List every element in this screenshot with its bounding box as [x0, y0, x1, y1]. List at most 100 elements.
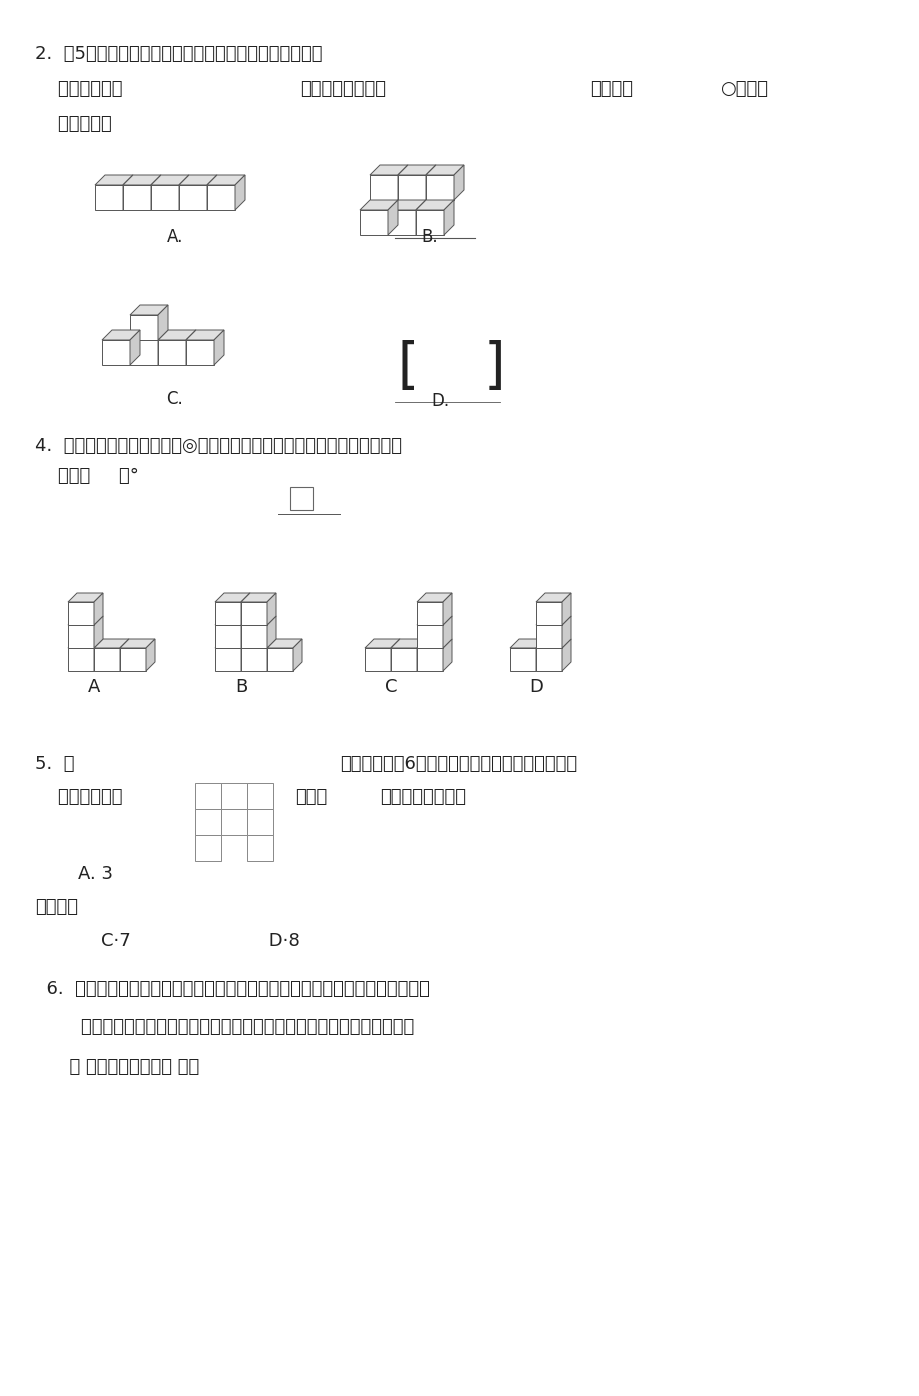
Text: B.: B.: [421, 228, 437, 246]
Polygon shape: [365, 639, 400, 648]
Polygon shape: [68, 593, 103, 602]
Polygon shape: [68, 616, 103, 625]
Text: 2.  用5个同样大小的正方体摆一摆，要求从正面看到的是: 2. 用5个同样大小的正方体摆一摆，要求从正面看到的是: [35, 45, 323, 63]
Text: ○下面的: ○下面的: [720, 80, 767, 98]
Polygon shape: [214, 329, 223, 364]
Polygon shape: [102, 329, 140, 341]
Text: 摆法中，（: 摆法中，（: [35, 114, 111, 133]
Text: 的是（     ）°: 的是（ ）°: [35, 468, 139, 484]
Bar: [246, 783, 273, 810]
Polygon shape: [68, 648, 94, 671]
Polygon shape: [536, 625, 562, 648]
Polygon shape: [207, 186, 234, 209]
Polygon shape: [398, 165, 407, 200]
Polygon shape: [388, 200, 425, 209]
Polygon shape: [151, 174, 188, 186]
Bar: [195, 835, 221, 861]
Polygon shape: [130, 315, 158, 341]
Bar: [289, 487, 312, 510]
Text: A.: A.: [166, 228, 183, 246]
Polygon shape: [369, 174, 398, 200]
Polygon shape: [267, 593, 276, 625]
Polygon shape: [536, 639, 544, 671]
Polygon shape: [536, 593, 571, 602]
Bar: [221, 783, 246, 810]
Polygon shape: [267, 616, 276, 648]
Polygon shape: [443, 616, 451, 648]
Polygon shape: [241, 616, 276, 625]
Polygon shape: [215, 616, 250, 625]
Polygon shape: [391, 639, 400, 671]
Polygon shape: [241, 625, 267, 648]
Polygon shape: [158, 329, 196, 341]
Bar: [246, 810, 273, 835]
Polygon shape: [119, 639, 154, 648]
Bar: [195, 783, 221, 810]
Text: 形内的数字表示在该位置的小正方体的个数。则这个几何体从前面看是: 形内的数字表示在该位置的小正方体的个数。则这个几何体从前面看是: [35, 1018, 414, 1036]
Polygon shape: [292, 639, 301, 671]
Polygon shape: [207, 174, 217, 209]
Text: ，从上面看到的是: ，从上面看到的是: [300, 80, 386, 98]
Polygon shape: [130, 329, 140, 364]
Text: 看形状是: 看形状是: [35, 898, 78, 916]
Polygon shape: [509, 648, 536, 671]
Polygon shape: [215, 593, 250, 602]
Bar: [195, 810, 221, 835]
Polygon shape: [158, 341, 186, 364]
Polygon shape: [123, 174, 133, 209]
Polygon shape: [415, 209, 444, 235]
Polygon shape: [267, 639, 276, 671]
Polygon shape: [416, 648, 443, 671]
Text: C·7                        D·8: C·7 D·8: [55, 933, 300, 951]
Polygon shape: [425, 165, 463, 174]
Text: C: C: [384, 678, 397, 697]
Polygon shape: [151, 186, 179, 209]
Polygon shape: [241, 593, 250, 625]
Polygon shape: [562, 593, 571, 625]
Polygon shape: [130, 341, 158, 364]
Polygon shape: [416, 616, 451, 625]
Polygon shape: [398, 174, 425, 200]
Text: A. 3: A. 3: [55, 866, 113, 884]
Text: 4.  给左边的立体图形添一个◎，使得从上面看到的形状如右图，摆法正确: 4. 给左边的立体图形添一个◎，使得从上面看到的形状如右图，摆法正确: [35, 437, 402, 455]
Polygon shape: [68, 602, 94, 625]
Text: B: B: [234, 678, 247, 697]
Polygon shape: [365, 648, 391, 671]
Polygon shape: [146, 639, 154, 671]
Polygon shape: [241, 602, 267, 625]
Polygon shape: [443, 639, 451, 671]
Polygon shape: [68, 625, 94, 648]
Polygon shape: [158, 329, 168, 364]
Polygon shape: [215, 602, 241, 625]
Polygon shape: [241, 616, 250, 648]
Polygon shape: [186, 329, 196, 364]
Polygon shape: [241, 639, 276, 648]
Polygon shape: [444, 200, 453, 235]
Polygon shape: [416, 639, 451, 648]
Polygon shape: [425, 174, 453, 200]
Text: ]: ]: [480, 341, 513, 394]
Polygon shape: [241, 648, 267, 671]
Polygon shape: [416, 639, 425, 671]
Polygon shape: [186, 341, 214, 364]
Polygon shape: [562, 639, 571, 671]
Polygon shape: [391, 639, 425, 648]
Polygon shape: [267, 639, 301, 648]
Polygon shape: [215, 648, 241, 671]
Text: [: [: [390, 341, 423, 394]
Polygon shape: [388, 200, 398, 235]
Polygon shape: [95, 186, 123, 209]
Polygon shape: [453, 165, 463, 200]
Polygon shape: [68, 639, 103, 648]
Polygon shape: [415, 200, 425, 235]
Bar: [221, 810, 246, 835]
Polygon shape: [119, 648, 146, 671]
Polygon shape: [536, 616, 571, 625]
Polygon shape: [536, 602, 562, 625]
Polygon shape: [359, 200, 398, 209]
Polygon shape: [425, 165, 436, 200]
Polygon shape: [179, 174, 217, 186]
Polygon shape: [119, 639, 129, 671]
Polygon shape: [416, 602, 443, 625]
Polygon shape: [416, 593, 451, 602]
